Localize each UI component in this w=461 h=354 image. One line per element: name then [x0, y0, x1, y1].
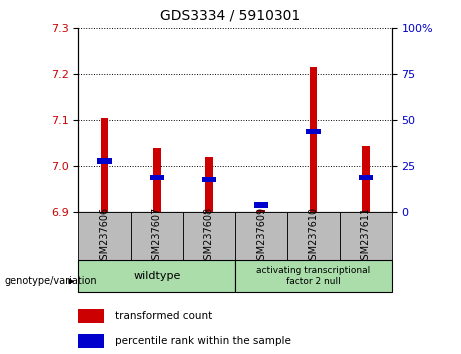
Bar [254, 202, 268, 208]
Bar [130, 212, 183, 260]
Text: percentile rank within the sample: percentile rank within the sample [115, 336, 291, 346]
Bar [235, 260, 392, 292]
Text: wildtype: wildtype [133, 271, 180, 281]
Bar [78, 212, 130, 260]
Text: GSM237610: GSM237610 [308, 207, 319, 266]
Text: GSM237608: GSM237608 [204, 207, 214, 266]
Bar [183, 212, 235, 260]
Bar [359, 175, 373, 180]
Bar [202, 177, 216, 182]
Bar [362, 145, 370, 212]
Text: GSM237607: GSM237607 [152, 207, 162, 266]
Text: GSM237606: GSM237606 [100, 207, 110, 266]
Bar [153, 148, 160, 212]
Bar [205, 157, 213, 212]
Bar [235, 212, 287, 260]
Bar [150, 175, 164, 180]
Bar [310, 67, 317, 212]
Text: genotype/variation: genotype/variation [5, 276, 97, 286]
Text: GSM237611: GSM237611 [361, 207, 371, 266]
Bar [78, 260, 235, 292]
Bar [287, 212, 340, 260]
Bar [97, 158, 112, 164]
Text: transformed count: transformed count [115, 311, 213, 321]
Text: GDS3334 / 5910301: GDS3334 / 5910301 [160, 9, 301, 23]
Text: activating transcriptional
factor 2 null: activating transcriptional factor 2 null [256, 266, 371, 286]
Bar [340, 212, 392, 260]
Bar [78, 334, 104, 348]
Text: GSM237609: GSM237609 [256, 207, 266, 266]
Bar [100, 118, 108, 212]
Bar [307, 129, 320, 134]
Bar [78, 309, 104, 323]
Bar [257, 210, 265, 212]
